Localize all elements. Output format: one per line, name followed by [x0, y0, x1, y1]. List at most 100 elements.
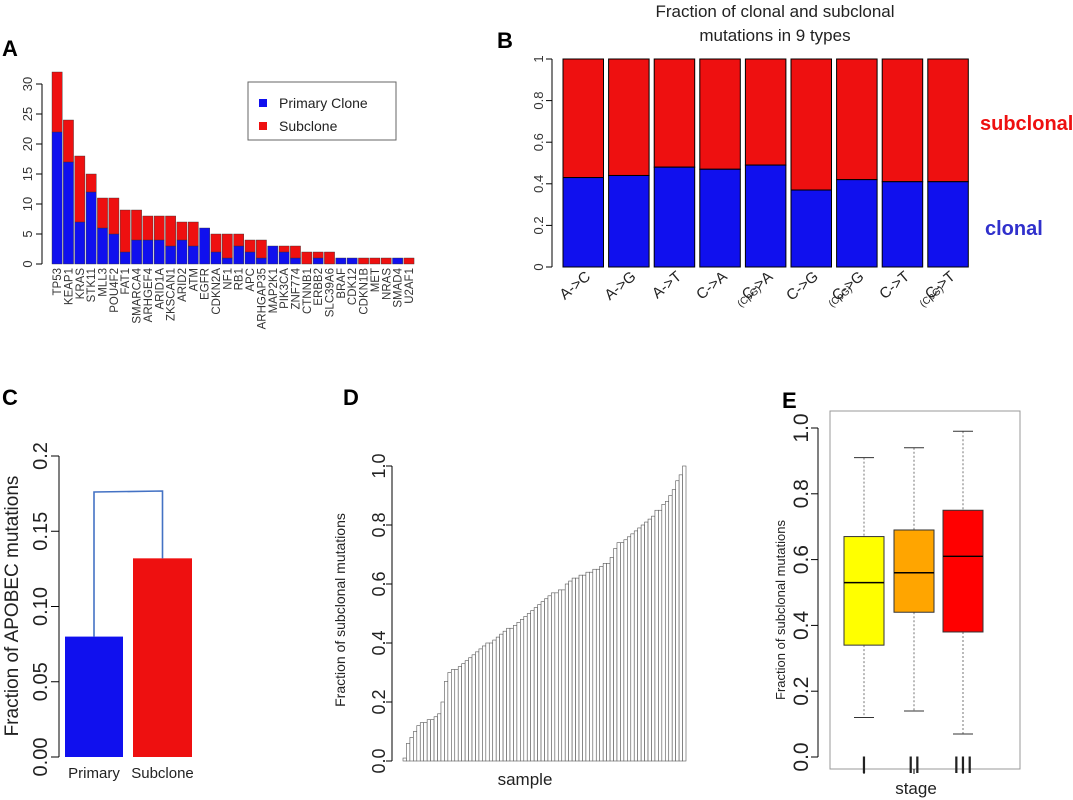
panel-a-bar-primary	[74, 221, 86, 265]
panel-a-bar-primary	[346, 257, 358, 265]
panel-d-bar	[495, 636, 500, 762]
panel-letter-e: E	[782, 388, 797, 413]
panel-b-y-tick-label: 0.6	[531, 133, 546, 151]
panel-a-bar-subclone	[380, 257, 392, 265]
panel-d-bar	[671, 489, 676, 762]
panel-b-bar-clonal	[699, 168, 741, 268]
panel-d-bar	[554, 592, 559, 762]
panel-letter-c: C	[2, 385, 18, 410]
panel-a-chart: 0 5 10 15 20 25 30 TP53 KEAP1 KRAS STK11 MLL3 POU4F2…	[20, 71, 416, 329]
panel-d-bar	[437, 713, 442, 762]
panel-a-bar-subclone	[108, 197, 120, 235]
panel-d-bar	[644, 521, 649, 762]
panel-b-bar-subclonal	[608, 58, 650, 176]
panel-a-bar-subclone	[312, 251, 324, 259]
panel-d-bar	[430, 719, 435, 762]
panel-d-bar	[426, 719, 431, 762]
panel-d-bar	[530, 610, 535, 762]
panel-c-category-label: Primary	[68, 765, 120, 782]
panel-d-bar	[416, 725, 421, 762]
panel-d-chart: 0.0 0.2 0.4 0.6 0.8 1.0 Fraction of subclonal …	[332, 453, 687, 789]
panel-b-category-label: C->A	[693, 268, 730, 303]
panel-a-gene-label: MET	[370, 268, 382, 292]
panel-e-y-tick-label: 0.8	[790, 479, 813, 508]
panel-a-gene-label: ARID1A	[154, 268, 166, 310]
panel-d-bar	[571, 577, 576, 762]
panel-d-bar	[633, 530, 638, 762]
panel-a-bar-primary	[392, 257, 403, 265]
panel-a-y-tick-label: 25	[20, 107, 35, 121]
panel-a-y-tick-label: 15	[20, 167, 35, 181]
panel-e-box	[893, 529, 935, 613]
panel-a-bar-subclone	[187, 221, 199, 247]
panel-d-bar	[482, 645, 487, 762]
panel-d-bar	[599, 565, 604, 762]
panel-d-bar	[602, 563, 607, 762]
panel-a-legend-box	[247, 81, 397, 141]
panel-a-gene-label: U2AF1	[404, 268, 416, 304]
panel-d-bar	[533, 607, 538, 762]
panel-c-y-tick-label: 0.10	[30, 587, 52, 626]
panel-d-bar	[520, 619, 525, 762]
panel-d-bar	[454, 669, 459, 762]
panel-b-bar-subclonal	[790, 58, 832, 191]
panel-d-bar	[661, 504, 666, 762]
panel-d-bar	[502, 630, 507, 762]
panel-d-bar	[558, 589, 563, 762]
panel-d-bar	[654, 509, 659, 762]
panel-a-bar-subclone	[63, 119, 74, 163]
panel-d-x-label: sample	[498, 770, 553, 789]
panel-d-bar	[540, 601, 545, 762]
panel-d-y-label: Fraction of subclonal mutations	[332, 513, 348, 707]
panel-e-category-label: II	[907, 752, 920, 779]
panel-d-bar	[506, 627, 511, 762]
panel-d-bar	[492, 639, 497, 762]
panel-d-bar	[478, 648, 483, 762]
panel-b-y-tick-label: 0	[531, 263, 546, 270]
panel-a-bar-subclone	[222, 233, 233, 259]
panel-b-title-line1: Fraction of clonal and subclonal	[655, 2, 894, 21]
panel-b-bar-clonal	[653, 166, 696, 268]
panel-a-y-tick-label: 30	[20, 77, 35, 91]
panel-d-bar	[447, 672, 452, 762]
panel-d-bar	[585, 571, 590, 762]
panel-a-y-tick-label: 10	[20, 197, 35, 211]
panel-a-bar-primary	[119, 251, 131, 265]
panel-e-box	[942, 509, 984, 633]
panel-d-bar	[640, 524, 645, 762]
panel-d-bar	[575, 577, 580, 762]
panel-b-category-label: C->G	[783, 268, 822, 304]
panel-a-bar-primary	[187, 245, 199, 265]
panel-a-gene-label: ATM	[188, 268, 200, 291]
panel-a-gene-label: POU4F2	[109, 268, 121, 313]
panel-a-bar-primary	[233, 245, 245, 265]
panel-a-y-tick-label: 5	[20, 230, 35, 237]
panel-a-bar-primary	[199, 227, 210, 265]
panel-a-gene-label: ARHGAP35	[256, 268, 268, 329]
panel-a-bar-subclone	[278, 245, 290, 253]
panel-a-bar-subclone	[131, 209, 142, 241]
panel-b-bar-subclonal	[744, 58, 787, 166]
panel-d-bar	[630, 533, 635, 762]
panel-letter-a: A	[2, 36, 18, 61]
panel-c-category-label: Subclone	[131, 765, 194, 782]
panel-a-bar-primary	[108, 233, 120, 265]
panel-a-gene-label: TP53	[52, 268, 64, 296]
panel-a-gene-label: ZKSCAN1	[166, 268, 178, 321]
panel-a-gene-label: MAP2K1	[268, 268, 280, 313]
panel-a-legend-swatch-subclone	[259, 122, 267, 130]
panel-a-gene-label: SMARCA4	[132, 267, 144, 323]
panel-letter-b: B	[497, 28, 513, 53]
panel-b-category-label: A->G	[601, 268, 639, 304]
panel-d-bar	[627, 536, 632, 762]
panel-b-chart: Fraction of clonal and subclonal mutation…	[531, 2, 1073, 310]
panel-e-box	[843, 536, 885, 646]
panel-c-y-tick-label: 0.05	[30, 662, 52, 701]
panel-a-bar-subclone	[165, 215, 176, 247]
panel-d-bar	[637, 527, 642, 762]
panel-a-gene-label: APC	[245, 268, 257, 292]
panel-a-bar-subclone	[51, 71, 63, 133]
panel-d-bar	[651, 515, 656, 762]
panel-d-y-tick-label: 0.6	[369, 571, 389, 596]
panel-a-gene-label: ERBB2	[313, 268, 325, 306]
